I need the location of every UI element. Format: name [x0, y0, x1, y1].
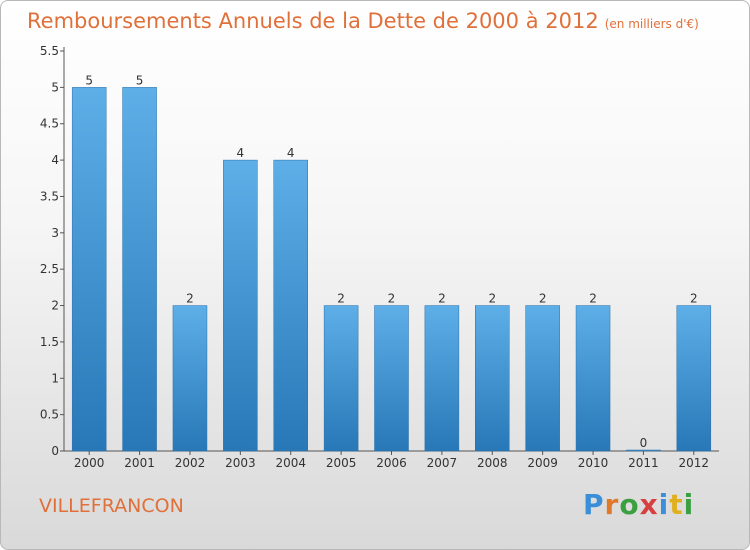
bar	[424, 305, 460, 452]
data-label: 2	[690, 292, 698, 306]
logo-letter: r	[604, 488, 620, 521]
logo-letter: i	[658, 488, 670, 521]
x-tick-label: 2012	[679, 456, 710, 470]
y-tick-label: 3	[51, 226, 59, 240]
y-tick-label: 3.5	[40, 189, 59, 203]
x-tick-label: 2002	[175, 456, 206, 470]
data-label: 2	[438, 292, 446, 306]
x-tick-label: 2003	[225, 456, 256, 470]
bar	[676, 305, 712, 452]
y-tick-label: 0	[51, 444, 59, 458]
bar	[374, 305, 409, 452]
y-tick-label: 5	[51, 80, 59, 94]
data-label: 2	[388, 292, 396, 306]
bar	[323, 305, 359, 452]
data-label: 0	[640, 436, 648, 450]
y-tick-label: 4.5	[40, 117, 59, 131]
logo-letter: o	[619, 488, 640, 521]
logo-letter: x	[639, 488, 659, 521]
data-label: 4	[287, 146, 295, 160]
bar	[71, 87, 107, 452]
data-label: 2	[186, 292, 194, 306]
bar	[525, 305, 560, 452]
x-tick-label: 2006	[376, 456, 407, 470]
bar	[575, 305, 611, 452]
data-label: 5	[85, 73, 93, 87]
logo-letter: P	[583, 488, 605, 521]
x-tick-label: 2005	[326, 456, 357, 470]
data-label: 5	[136, 73, 144, 87]
bar	[172, 305, 208, 452]
x-tick-label: 2004	[275, 456, 306, 470]
y-tick-label: 5.5	[40, 44, 59, 58]
x-tick-label: 2007	[427, 456, 458, 470]
bar	[626, 449, 661, 452]
data-label: 2	[589, 292, 597, 306]
data-label: 2	[488, 292, 496, 306]
bar	[273, 159, 308, 452]
x-tick-label: 2001	[124, 456, 155, 470]
x-tick-label: 2011	[628, 456, 659, 470]
y-tick-label: 0.5	[40, 408, 59, 422]
bar	[122, 87, 157, 452]
x-tick-label: 2008	[477, 456, 508, 470]
y-tick-label: 2.5	[40, 262, 59, 276]
chart-title: Remboursements Annuels de la Dette de 20…	[27, 9, 699, 33]
y-tick-label: 4	[51, 153, 59, 167]
logo-letter: t	[669, 488, 684, 521]
data-label: 2	[539, 292, 547, 306]
proxiti-logo: Proxiti	[583, 488, 694, 521]
data-label: 4	[237, 146, 245, 160]
x-tick-label: 2000	[74, 456, 105, 470]
x-tick-label: 2009	[527, 456, 558, 470]
bar	[475, 305, 510, 452]
y-tick-label: 1	[51, 371, 59, 385]
logo-letter: i	[683, 488, 695, 521]
data-label: 2	[337, 292, 345, 306]
commune-name: VILLEFRANCON	[39, 495, 184, 517]
chart-subtitle: (en milliers d'€)	[604, 17, 699, 31]
bar	[223, 159, 258, 452]
y-tick-label: 2	[51, 299, 59, 313]
x-tick-label: 2010	[578, 456, 609, 470]
y-tick-label: 1.5	[40, 335, 59, 349]
